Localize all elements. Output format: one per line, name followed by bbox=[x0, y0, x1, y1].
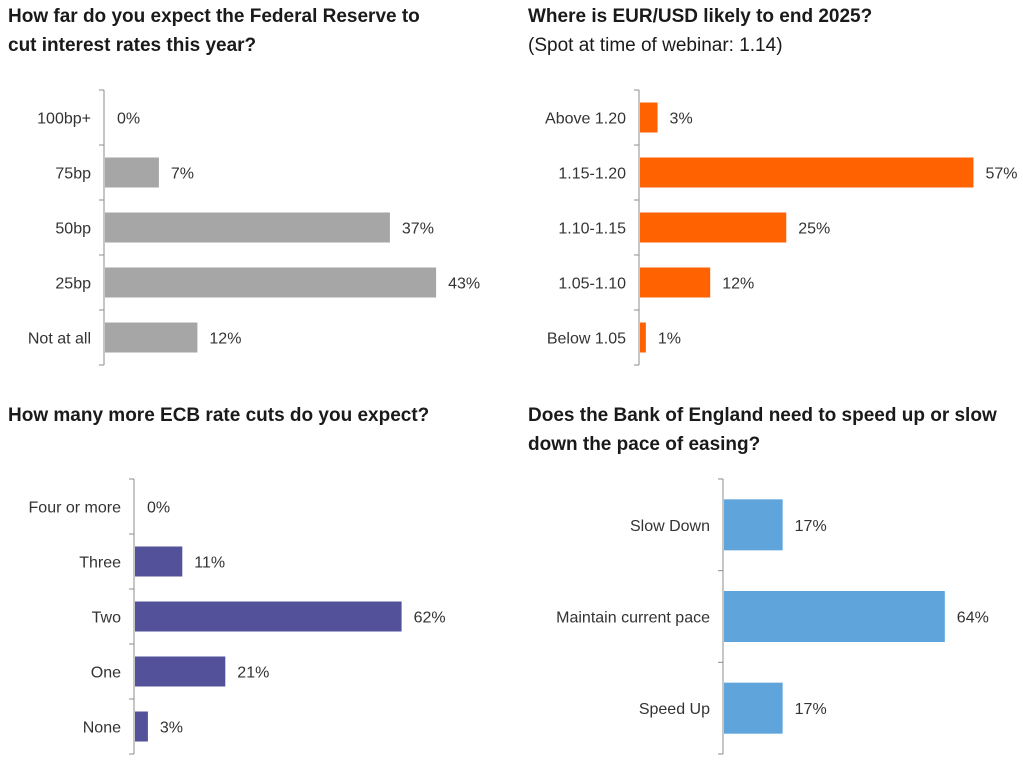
fed-chart-panel: How far do you expect the Federal Reserv… bbox=[0, 0, 510, 380]
data-label: 12% bbox=[209, 331, 241, 348]
bar bbox=[135, 711, 148, 742]
chart-title: How far do you expect the Federal Reserv… bbox=[8, 6, 420, 27]
eurusd-chart-panel: Where is EUR/USD likely to end 2025? (Sp… bbox=[510, 0, 1023, 380]
data-label: 43% bbox=[448, 276, 480, 293]
category-label: 25bp bbox=[55, 276, 91, 293]
category-label: 1.05-1.10 bbox=[558, 276, 626, 293]
bar bbox=[105, 157, 159, 188]
category-label: Below 1.05 bbox=[547, 331, 626, 348]
chart-title: Does the Bank of England need to speed u… bbox=[528, 405, 997, 426]
chart-subtitle: (Spot at time of webinar: 1.14) bbox=[528, 35, 783, 56]
eurusd-bar-chart: Above 1.20 3% 1.15-1.20 57% 1.10-1.15 25% 1.05… bbox=[545, 89, 1017, 366]
data-label: 17% bbox=[795, 701, 827, 718]
category-label: 50bp bbox=[55, 221, 91, 238]
data-label: 0% bbox=[117, 111, 140, 128]
fed-bar-chart: 100bp+ 0% 75bp 7% 50bp 37% 25bp 43% Not at all 12… bbox=[28, 89, 480, 366]
chart-title-line2: down the pace of easing? bbox=[528, 434, 761, 455]
category-label: One bbox=[91, 665, 121, 682]
category-label: Four or more bbox=[29, 500, 122, 517]
category-label: None bbox=[83, 720, 121, 737]
bar bbox=[105, 267, 437, 298]
category-label: 1.10-1.15 bbox=[558, 221, 626, 238]
data-label: 11% bbox=[194, 555, 225, 572]
category-label: Slow Down bbox=[630, 518, 710, 535]
bar bbox=[640, 322, 646, 353]
category-label: 75bp bbox=[55, 166, 91, 183]
data-label: 3% bbox=[670, 111, 693, 128]
bar bbox=[724, 591, 945, 642]
bar bbox=[640, 102, 658, 133]
data-label: 25% bbox=[798, 221, 830, 238]
bar bbox=[724, 682, 783, 734]
bar bbox=[724, 499, 783, 551]
data-label: 62% bbox=[414, 610, 446, 627]
data-label: 17% bbox=[795, 518, 827, 535]
bar bbox=[640, 157, 974, 188]
bar bbox=[105, 212, 390, 243]
category-label: 100bp+ bbox=[37, 111, 91, 128]
category-label: Not at all bbox=[28, 331, 91, 348]
chart-title-line2: cut interest rates this year? bbox=[8, 35, 257, 56]
data-label: 3% bbox=[160, 720, 183, 737]
category-label: Maintain current pace bbox=[556, 610, 710, 627]
data-label: 21% bbox=[237, 665, 269, 682]
bar bbox=[135, 546, 183, 577]
bar bbox=[135, 601, 402, 632]
category-label: Three bbox=[79, 555, 121, 572]
data-label: 7% bbox=[171, 166, 194, 183]
data-label: 12% bbox=[722, 276, 754, 293]
data-label: 64% bbox=[957, 610, 989, 627]
bar bbox=[135, 656, 226, 687]
ecb-bar-chart: Four or more 0% Three 11% Two 62% One 21% None 3% bbox=[29, 478, 446, 755]
category-label: Above 1.20 bbox=[545, 111, 626, 128]
chart-title: Where is EUR/USD likely to end 2025? bbox=[528, 6, 873, 27]
bar bbox=[640, 267, 711, 298]
data-label: 57% bbox=[985, 166, 1017, 183]
category-label: Two bbox=[92, 610, 121, 627]
category-label: 1.15-1.20 bbox=[558, 166, 626, 183]
bar bbox=[105, 322, 198, 353]
boe-chart-panel: Does the Bank of England need to speed u… bbox=[510, 380, 1023, 762]
data-label: 1% bbox=[658, 331, 681, 348]
category-label: Speed Up bbox=[639, 701, 710, 718]
bar bbox=[640, 212, 787, 243]
data-label: 37% bbox=[402, 221, 434, 238]
data-label: 0% bbox=[147, 500, 170, 517]
chart-title: How many more ECB rate cuts do you expec… bbox=[8, 405, 430, 426]
boe-bar-chart: Slow Down 17% Maintain current pace 64% Spee… bbox=[556, 478, 989, 755]
ecb-chart-panel: How many more ECB rate cuts do you expec… bbox=[0, 380, 510, 762]
